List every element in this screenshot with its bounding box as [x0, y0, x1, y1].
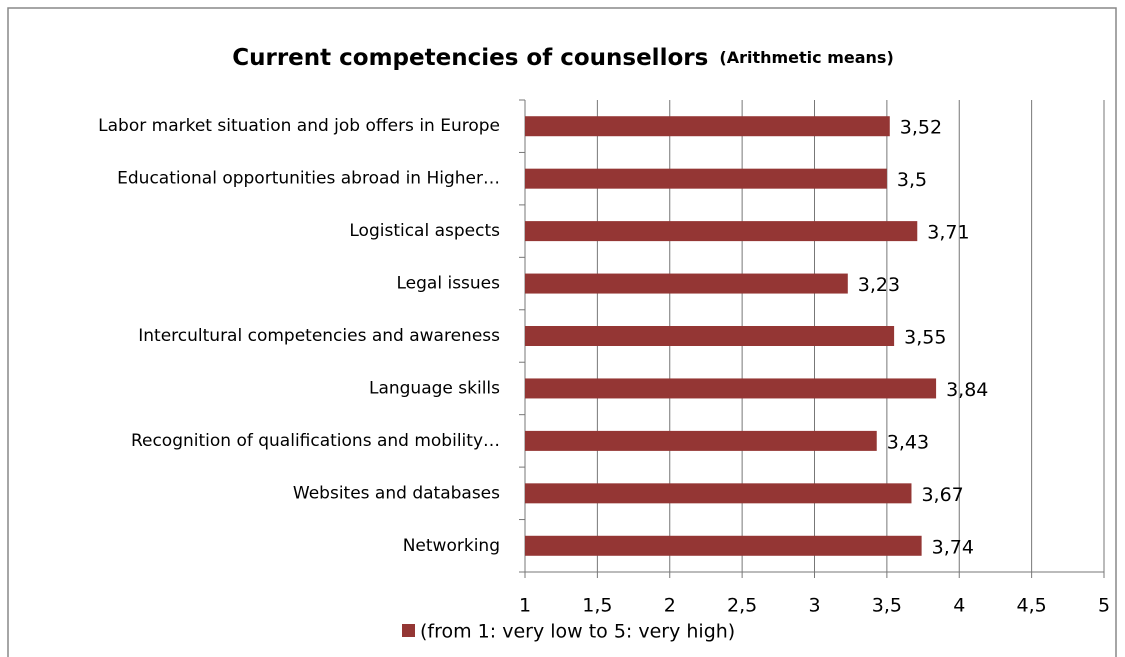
chart-heading: Current competencies of counsellors (Ari… [232, 45, 894, 71]
x-tick-label: 1,5 [582, 595, 612, 617]
data-label: 3,67 [921, 484, 963, 506]
data-label: 3,23 [858, 274, 900, 296]
bar [525, 116, 890, 137]
chart-subtitle: (Arithmetic means) [719, 48, 893, 67]
bar [525, 535, 922, 556]
y-tick-label: Websites and databases [293, 483, 500, 503]
data-label: 3,52 [900, 117, 942, 139]
legend-swatch [402, 624, 415, 637]
data-label: 3,5 [897, 169, 927, 191]
y-tick-label: Recognition of qualifications and mobili… [131, 431, 500, 451]
x-tick-label: 2 [664, 595, 676, 617]
x-tick-label: 4 [953, 595, 965, 617]
data-label: 3,84 [946, 379, 988, 401]
y-tick-label: Logistical aspects [349, 221, 500, 241]
bar [525, 430, 877, 451]
bar [525, 378, 937, 399]
y-tick-label: Labor market situation and job offers in… [98, 116, 500, 136]
y-tick-label: Intercultural competencies and awareness [138, 326, 500, 346]
legend-label: (from 1: very low to 5: very high) [420, 621, 735, 643]
data-label: 3,74 [932, 536, 974, 558]
bar [525, 483, 912, 504]
x-tick-label: 3 [808, 595, 820, 617]
x-tick-label: 5 [1098, 595, 1110, 617]
bar [525, 273, 848, 294]
bar [525, 326, 895, 346]
bar [525, 168, 887, 189]
data-label: 3,43 [887, 431, 929, 453]
bar [525, 221, 918, 242]
chart-title: Current competencies of counsellors [232, 45, 708, 71]
y-tick-label: Networking [403, 536, 500, 556]
data-label: 3,55 [904, 327, 946, 349]
data-label: 3,71 [927, 222, 969, 244]
x-tick-label: 3,5 [872, 595, 902, 617]
y-tick-label: Legal issues [397, 274, 501, 294]
x-tick-label: 1 [519, 595, 531, 617]
y-tick-label: Language skills [369, 378, 500, 398]
x-tick-label: 4,5 [1017, 595, 1047, 617]
y-tick-label: Educational opportunities abroad in High… [117, 169, 500, 189]
x-tick-label: 2,5 [727, 595, 757, 617]
